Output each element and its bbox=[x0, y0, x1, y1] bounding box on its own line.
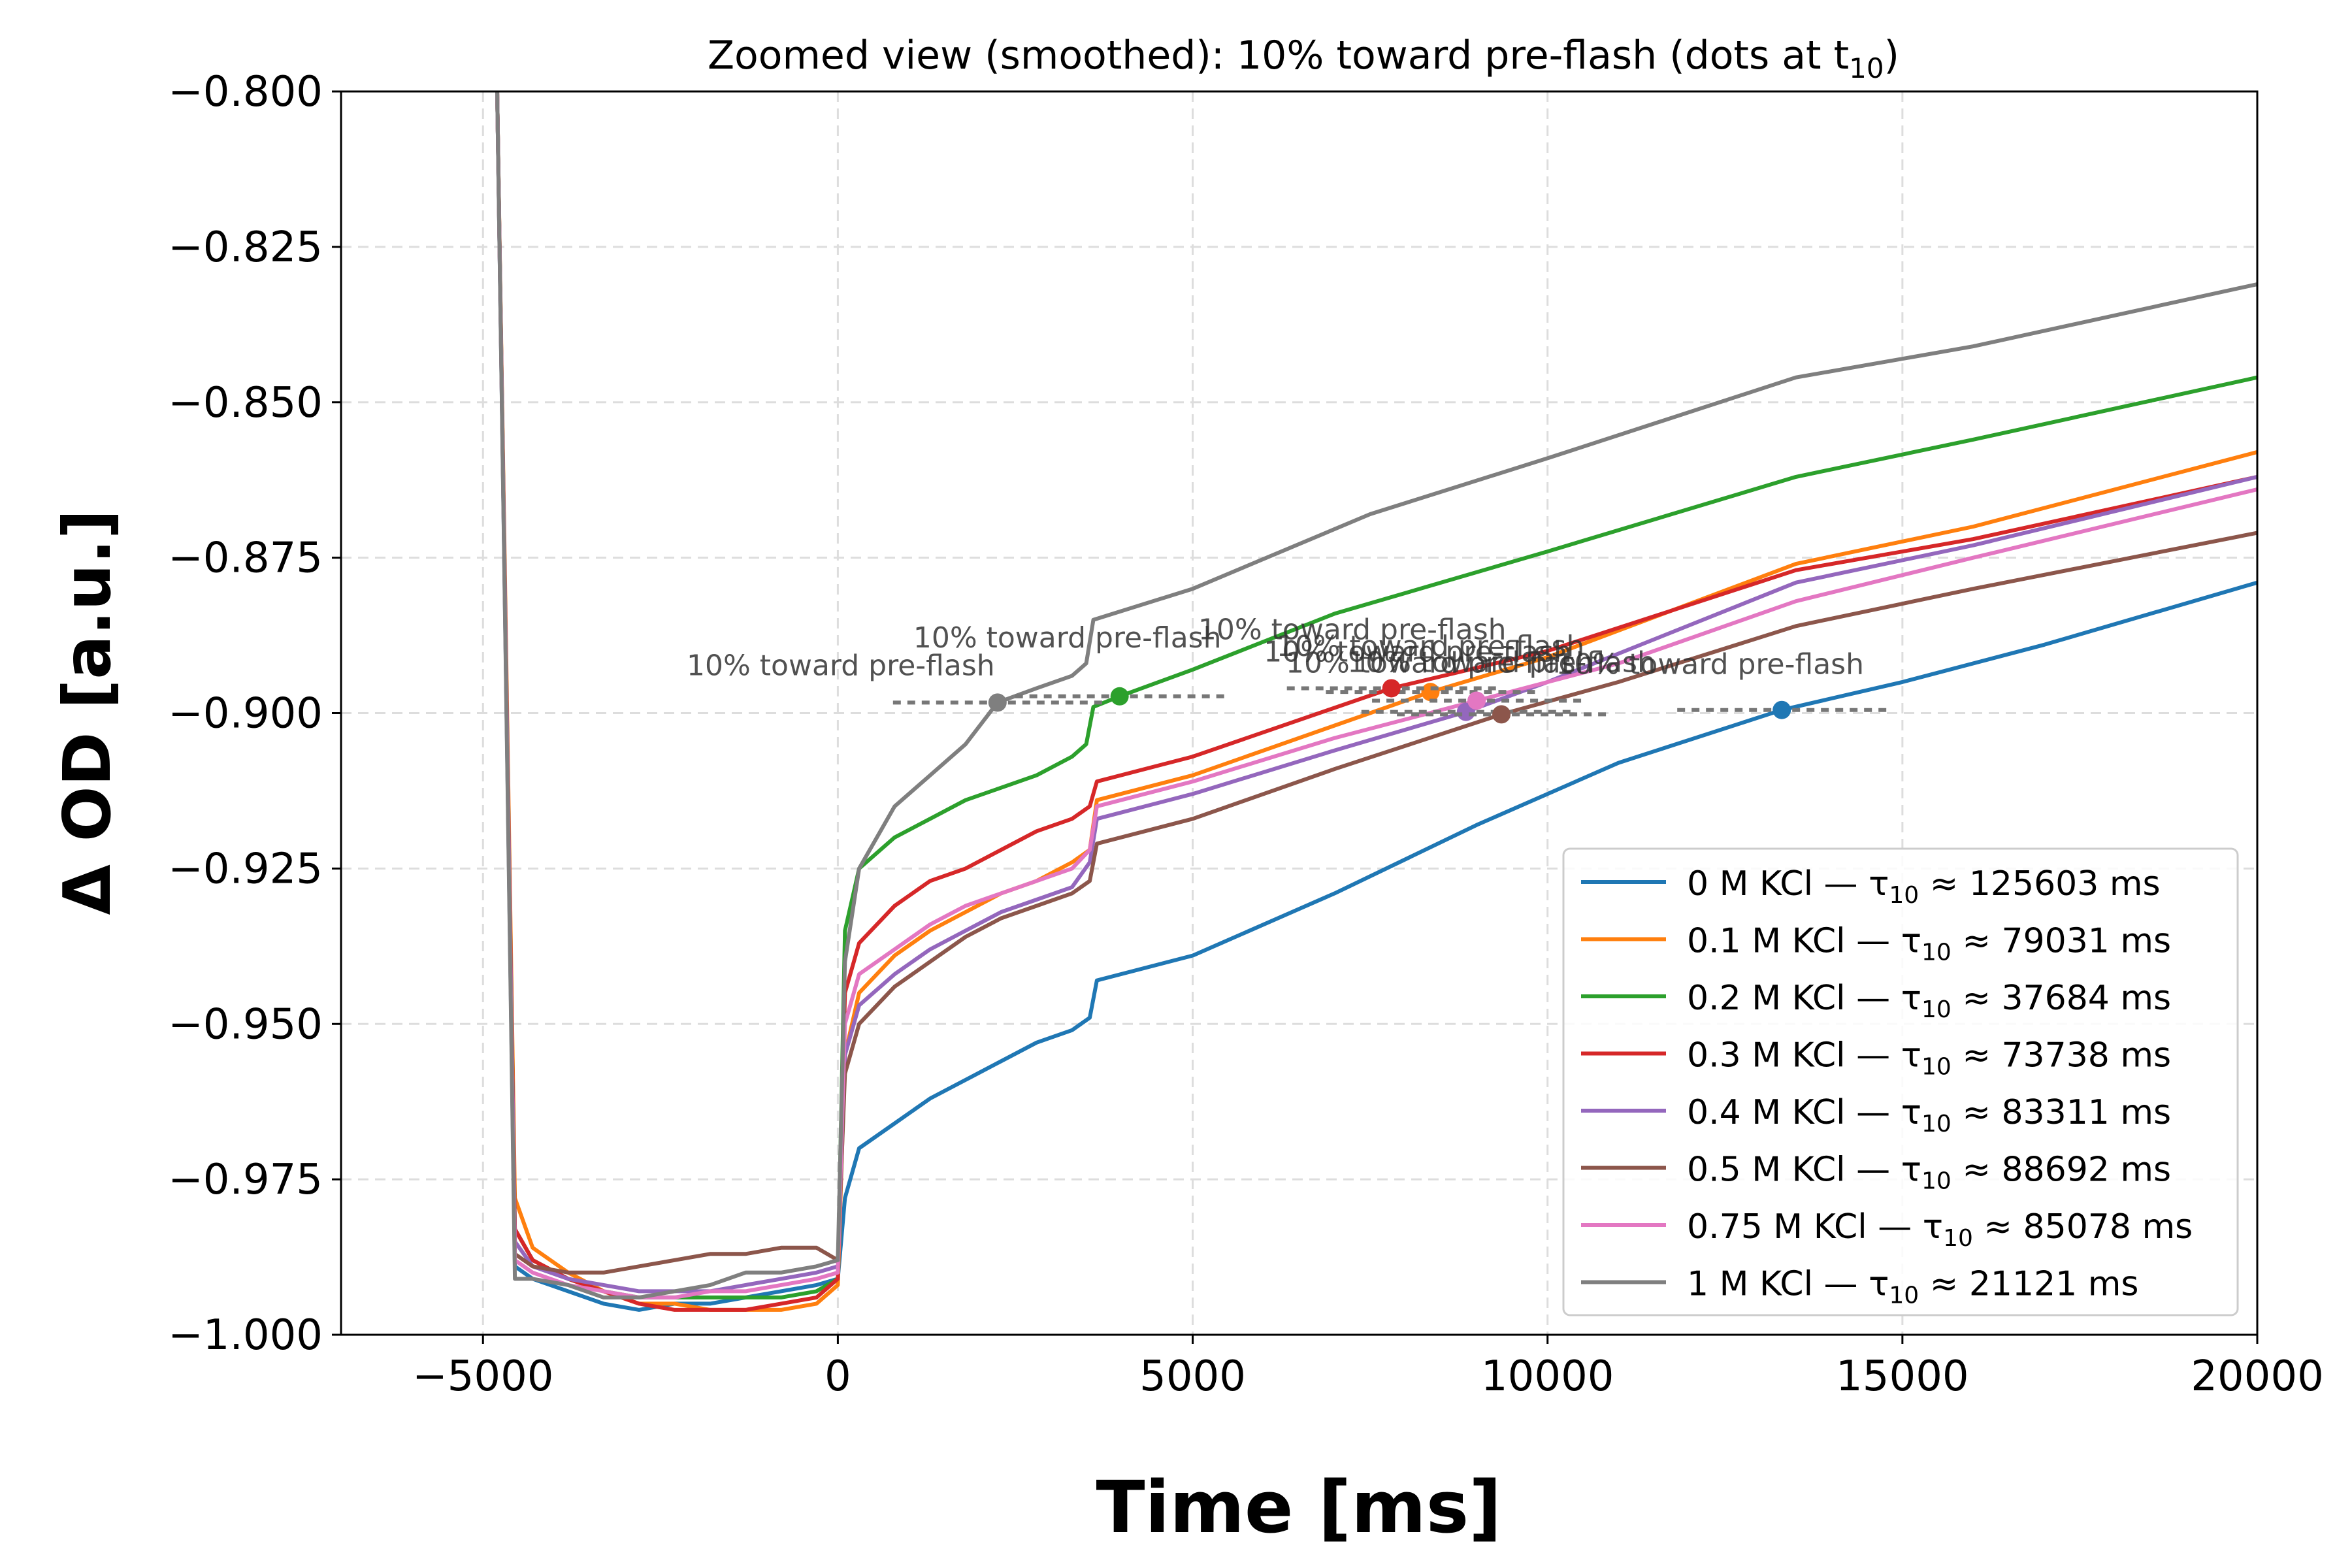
y-tick-label: −0.800 bbox=[168, 68, 323, 116]
annotation-text: 10% toward pre-flash bbox=[913, 621, 1222, 655]
x-tick-label: −5000 bbox=[412, 1352, 554, 1401]
legend-box bbox=[1562, 847, 2239, 1316]
tick-layer: −5000 0 5000 10000 15000 20000 −1.000 −0.975 −0.… bbox=[168, 68, 2324, 1401]
annotation-text: 10% toward pre-flash bbox=[687, 649, 995, 682]
legend-entry: 1 M KCl — τ10 ≈ 21121 ms bbox=[1687, 1265, 2139, 1309]
x-tick-label: 5000 bbox=[1139, 1352, 1246, 1401]
y-tick-label: −0.850 bbox=[168, 379, 323, 427]
tau10-marker bbox=[1421, 683, 1440, 702]
chart-title: Zoomed view (smoothed): 10% toward pre-f… bbox=[708, 33, 1899, 84]
y-tick-label: −0.825 bbox=[168, 223, 323, 272]
legend-entry: 0 M KCl — τ10 ≈ 125603 ms bbox=[1687, 864, 2161, 909]
series-line bbox=[495, 91, 2257, 1299]
tau10-marker bbox=[988, 693, 1007, 712]
legend-entry: 0.75 M KCl — τ10 ≈ 85078 ms bbox=[1687, 1207, 2193, 1252]
series-line bbox=[495, 91, 2257, 1312]
tau10-marker bbox=[1772, 700, 1791, 719]
annotation-text: 10% toward pre-flash bbox=[1347, 645, 1656, 679]
y-tick-label: −0.875 bbox=[168, 534, 323, 583]
x-tick-label: 20000 bbox=[2191, 1352, 2324, 1401]
tau10-marker bbox=[1492, 705, 1511, 724]
tau10-marker bbox=[1382, 679, 1401, 698]
annotation-text: 10% toward pre-flash bbox=[1286, 647, 1594, 680]
x-tick-label: 0 bbox=[825, 1352, 851, 1401]
tau10-marker bbox=[1110, 687, 1129, 706]
legend-entry: 0.1 M KCl — τ10 ≈ 79031 ms bbox=[1687, 922, 2171, 966]
x-tick-label: 15000 bbox=[1836, 1352, 1969, 1401]
series-line bbox=[495, 91, 2257, 1275]
annotation-text: 10% toward pre-flash bbox=[1264, 635, 1572, 668]
chart-title-subscript: 10 bbox=[1849, 52, 1884, 84]
legend-entry: 0.3 M KCl — τ10 ≈ 73738 ms bbox=[1687, 1036, 2171, 1081]
tau10-marker bbox=[1467, 691, 1486, 710]
y-tick-label: −1.000 bbox=[168, 1311, 323, 1360]
y-tick-label: −0.975 bbox=[168, 1156, 323, 1204]
legend: 0 M KCl — τ10 ≈ 125603 ms 0.1 M KCl — τ10… bbox=[1562, 847, 2239, 1316]
chart-title-suffix: ) bbox=[1884, 33, 1899, 78]
y-tick-label: −0.950 bbox=[168, 1000, 323, 1049]
y-tick-label: −0.900 bbox=[168, 690, 323, 738]
series-layer bbox=[495, 91, 2257, 1312]
annotation-text: 10% toward pre-flash bbox=[1556, 648, 1864, 681]
x-axis-label: Time [ms] bbox=[1096, 1465, 1502, 1549]
annotation-text: 10% toward pre-flash bbox=[1277, 630, 1585, 663]
x-tick-label: 10000 bbox=[1481, 1352, 1614, 1401]
series-line bbox=[495, 91, 2257, 1299]
y-axis-label: Δ OD [a.u.] bbox=[49, 509, 125, 915]
annotation-text: 10% toward pre-flash bbox=[1198, 613, 1507, 646]
legend-items: 0 M KCl — τ10 ≈ 125603 ms 0.1 M KCl — τ10… bbox=[1581, 864, 2193, 1309]
legend-entry: 0.5 M KCl — τ10 ≈ 88692 ms bbox=[1687, 1151, 2171, 1195]
series-line bbox=[495, 91, 2257, 1294]
y-tick-label: −0.925 bbox=[168, 845, 323, 893]
legend-entry: 0.4 M KCl — τ10 ≈ 83311 ms bbox=[1687, 1093, 2171, 1137]
legend-entry: 0.2 M KCl — τ10 ≈ 37684 ms bbox=[1687, 979, 2171, 1023]
